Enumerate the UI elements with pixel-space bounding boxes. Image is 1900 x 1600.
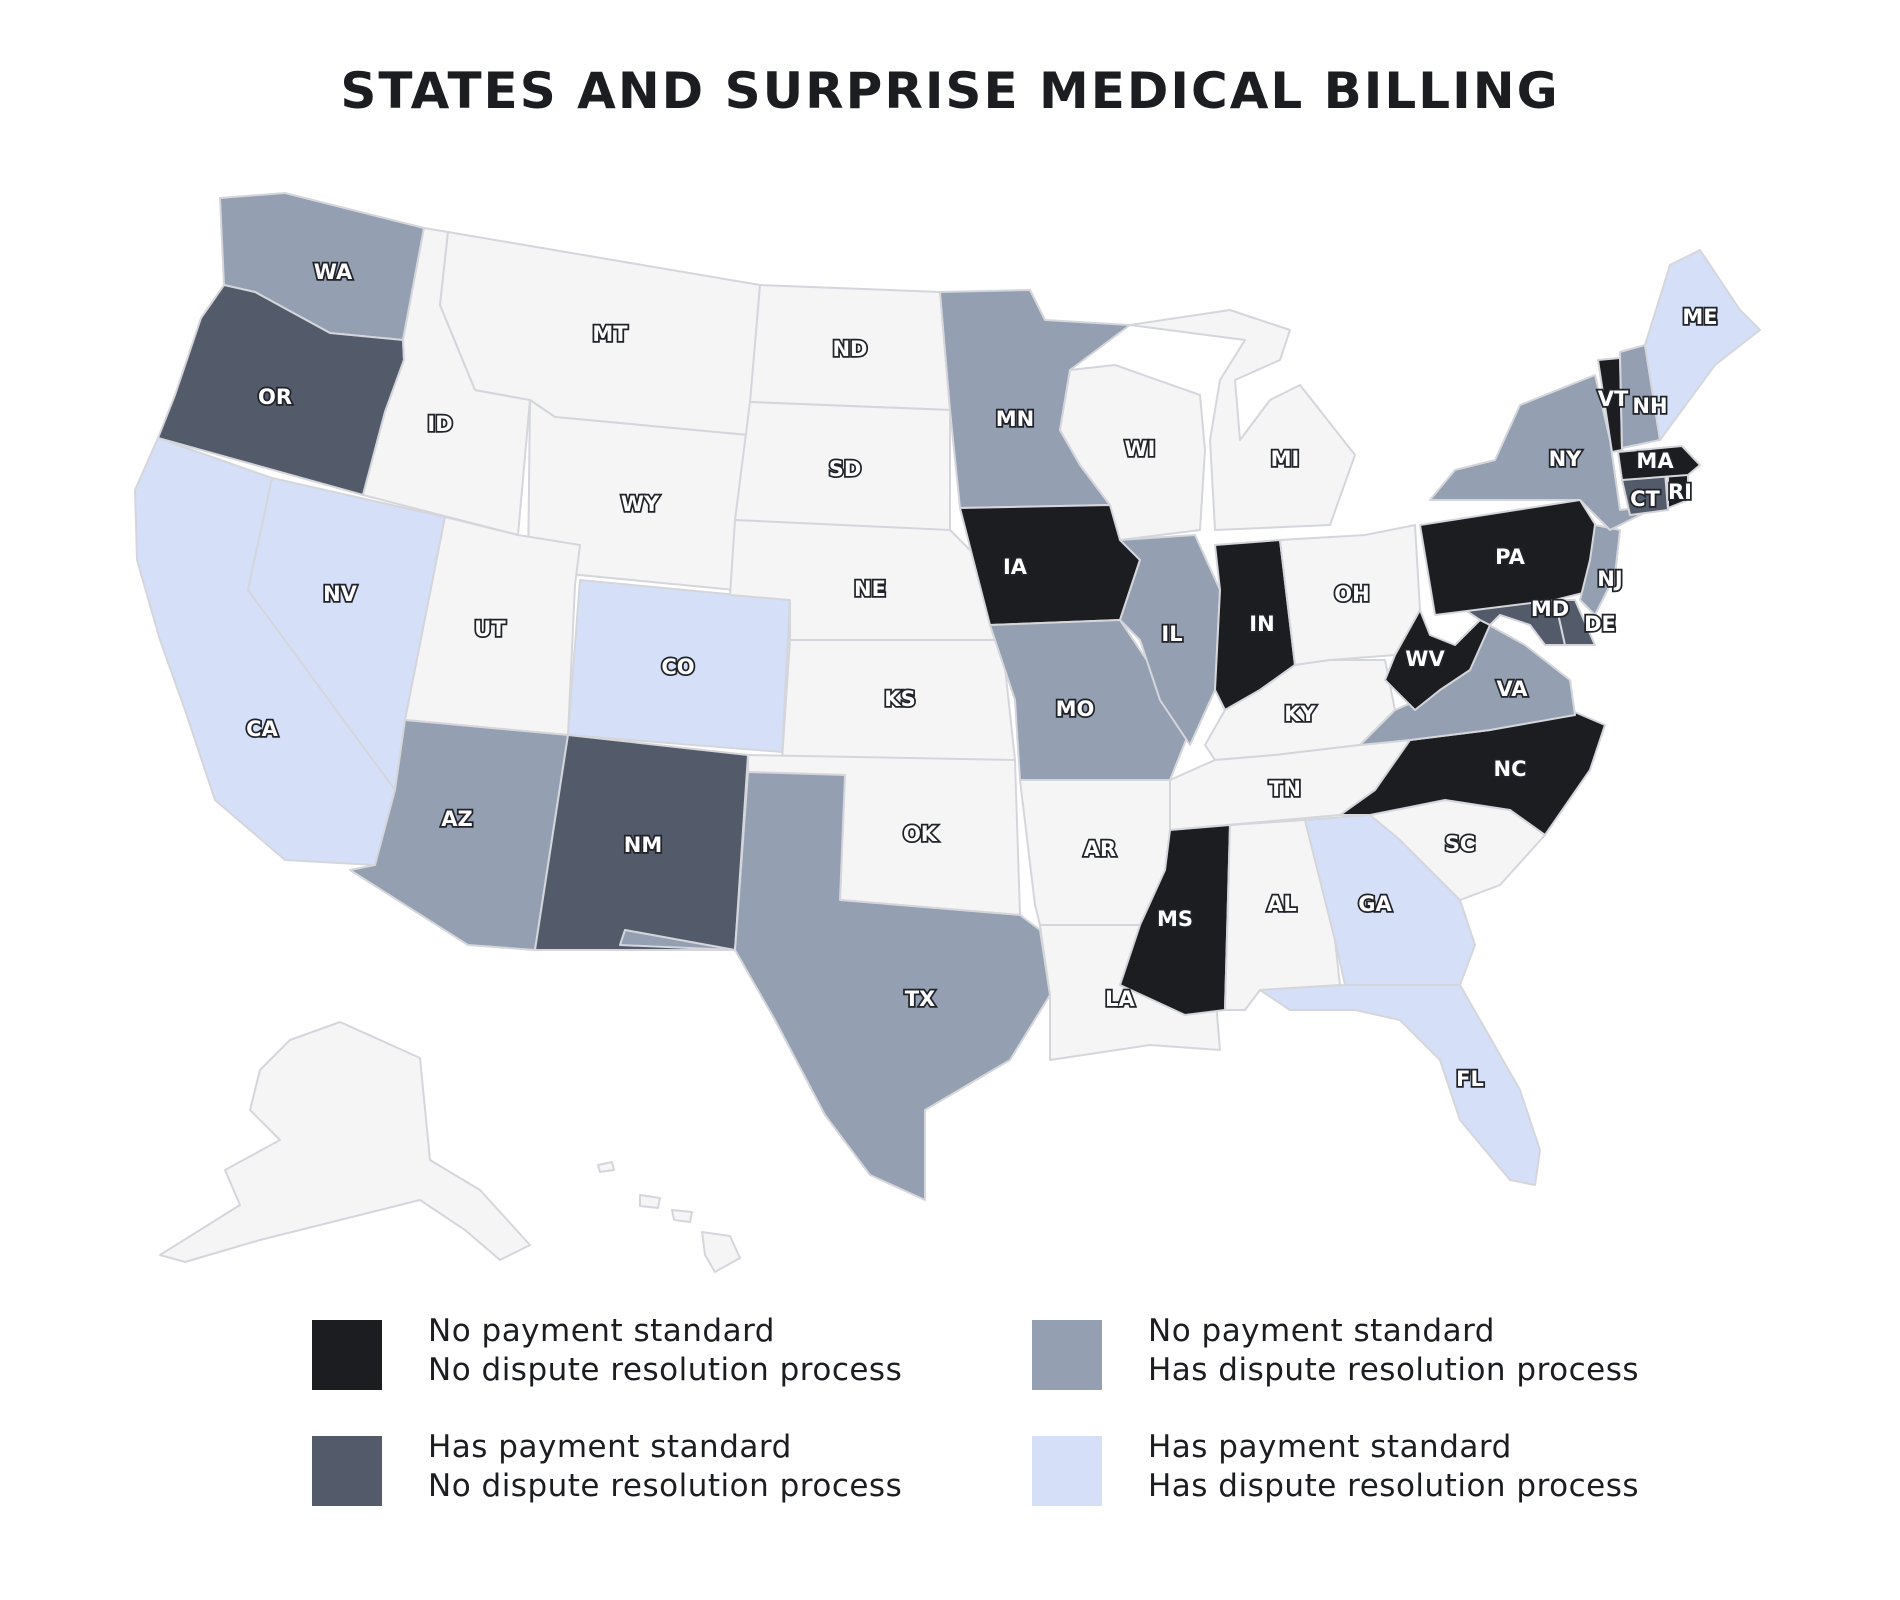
state-label-ne: NE (854, 577, 886, 601)
state-ak (159, 1021, 531, 1263)
state-label-vt: VT (1598, 387, 1629, 411)
state-label-pa: PA (1495, 545, 1525, 569)
state-tx (619, 771, 1051, 1201)
state-label-co: CO (661, 655, 694, 679)
state-label-wi: WI (1125, 437, 1156, 461)
legend-line2: No dispute resolution process (428, 1468, 903, 1504)
state-label-ar: AR (1084, 837, 1116, 861)
state-label-az: AZ (441, 807, 472, 831)
state-label-wv: WV (1405, 647, 1445, 671)
legend-swatch (1032, 1436, 1102, 1506)
state-me (1644, 249, 1761, 441)
legend-item-has-pay-has-dispute: Has payment standard Has dispute resolut… (1032, 1429, 1640, 1506)
state-label-tx: TX (905, 987, 936, 1011)
state-label-ut: UT (474, 617, 506, 641)
legend-line1: No payment standard (428, 1313, 775, 1349)
state-label-nj: NJ (1597, 567, 1622, 591)
state-label-me: ME (1682, 305, 1717, 329)
state-mo (989, 619, 1191, 781)
state-label-mi: MI (1271, 447, 1300, 471)
state-wi (1059, 364, 1206, 541)
state-label-sc: SC (1445, 832, 1476, 856)
legend-swatch (312, 1320, 382, 1390)
state-label-ca: CA (246, 717, 278, 741)
legend-item-no-pay-has-dispute: No payment standard Has dispute resoluti… (1032, 1313, 1640, 1390)
state-label-nh: NH (1632, 394, 1667, 418)
state-label-tn: TN (1269, 777, 1301, 801)
state-label-nc: NC (1494, 757, 1527, 781)
legend-line2: Has dispute resolution process (1148, 1352, 1640, 1388)
state-label-fl: FL (1456, 1067, 1484, 1091)
state-label-mt: MT (592, 322, 628, 346)
state-label-ct: CT (1630, 487, 1660, 511)
state-fl (1259, 984, 1541, 1186)
state-label-la: LA (1105, 987, 1135, 1011)
state-nm (534, 734, 749, 951)
state-label-in: IN (1249, 612, 1274, 636)
state-label-de: DE (1584, 612, 1616, 636)
state-label-ks: KS (884, 687, 915, 711)
state-label-ia: IA (1003, 555, 1028, 579)
state-mi (1129, 309, 1356, 531)
state-nj (1579, 524, 1621, 616)
state-label-ky: KY (1284, 702, 1316, 726)
state-label-mo: MO (1056, 697, 1095, 721)
state-nc (1339, 709, 1606, 836)
state-hi (597, 1161, 741, 1273)
legend-swatch (1032, 1320, 1102, 1390)
legend-line1: Has payment standard (1148, 1429, 1512, 1465)
state-label-nd: ND (832, 337, 867, 361)
state-label-or: OR (258, 385, 292, 409)
state-ia (959, 504, 1141, 626)
state-label-md: MD (1531, 597, 1569, 621)
state-vt (1597, 357, 1623, 453)
legend-line2: No dispute resolution process (428, 1352, 903, 1388)
legend-line1: No payment standard (1148, 1313, 1495, 1349)
state-label-ms: MS (1157, 907, 1193, 931)
state-label-il: IL (1161, 622, 1182, 646)
legend-swatch (312, 1436, 382, 1506)
state-label-wy: WY (621, 492, 660, 516)
state-label-ga: GA (1358, 892, 1392, 916)
state-label-ri: RI (1668, 480, 1692, 504)
state-label-sd: SD (829, 457, 862, 481)
state-label-nm: NM (624, 833, 662, 857)
state-label-id: ID (427, 412, 452, 436)
state-label-nv: NV (323, 582, 358, 606)
state-label-al: AL (1267, 892, 1297, 916)
state-label-oh: OH (1334, 582, 1369, 606)
legend-line2: Has dispute resolution process (1148, 1468, 1640, 1504)
legend-item-no-pay-no-dispute: No payment standard No dispute resolutio… (312, 1313, 903, 1390)
state-labels: WA OR CA NV ID MT WY UT AZ CO NM ND SD NE KS OK TX MN IA MO… (244, 258, 1719, 1093)
state-label-mn: MN (996, 407, 1034, 431)
legend-line1: Has payment standard (428, 1429, 792, 1465)
legend-item-has-pay-no-dispute: Has payment standard No dispute resoluti… (312, 1429, 903, 1506)
state-shapes (134, 192, 1761, 1273)
state-label-ny: NY (1549, 447, 1583, 471)
state-ma (1617, 445, 1701, 481)
state-label-ma: MA (1636, 449, 1674, 473)
state-il (1119, 534, 1221, 746)
state-label-wa: WA (314, 260, 353, 284)
map-title: STATES AND SURPRISE MEDICAL BILLING (340, 62, 1560, 120)
state-label-va: VA (1496, 677, 1528, 701)
state-label-ok: OK (903, 822, 938, 846)
state-de (1554, 599, 1596, 646)
state-wy (527, 399, 749, 591)
